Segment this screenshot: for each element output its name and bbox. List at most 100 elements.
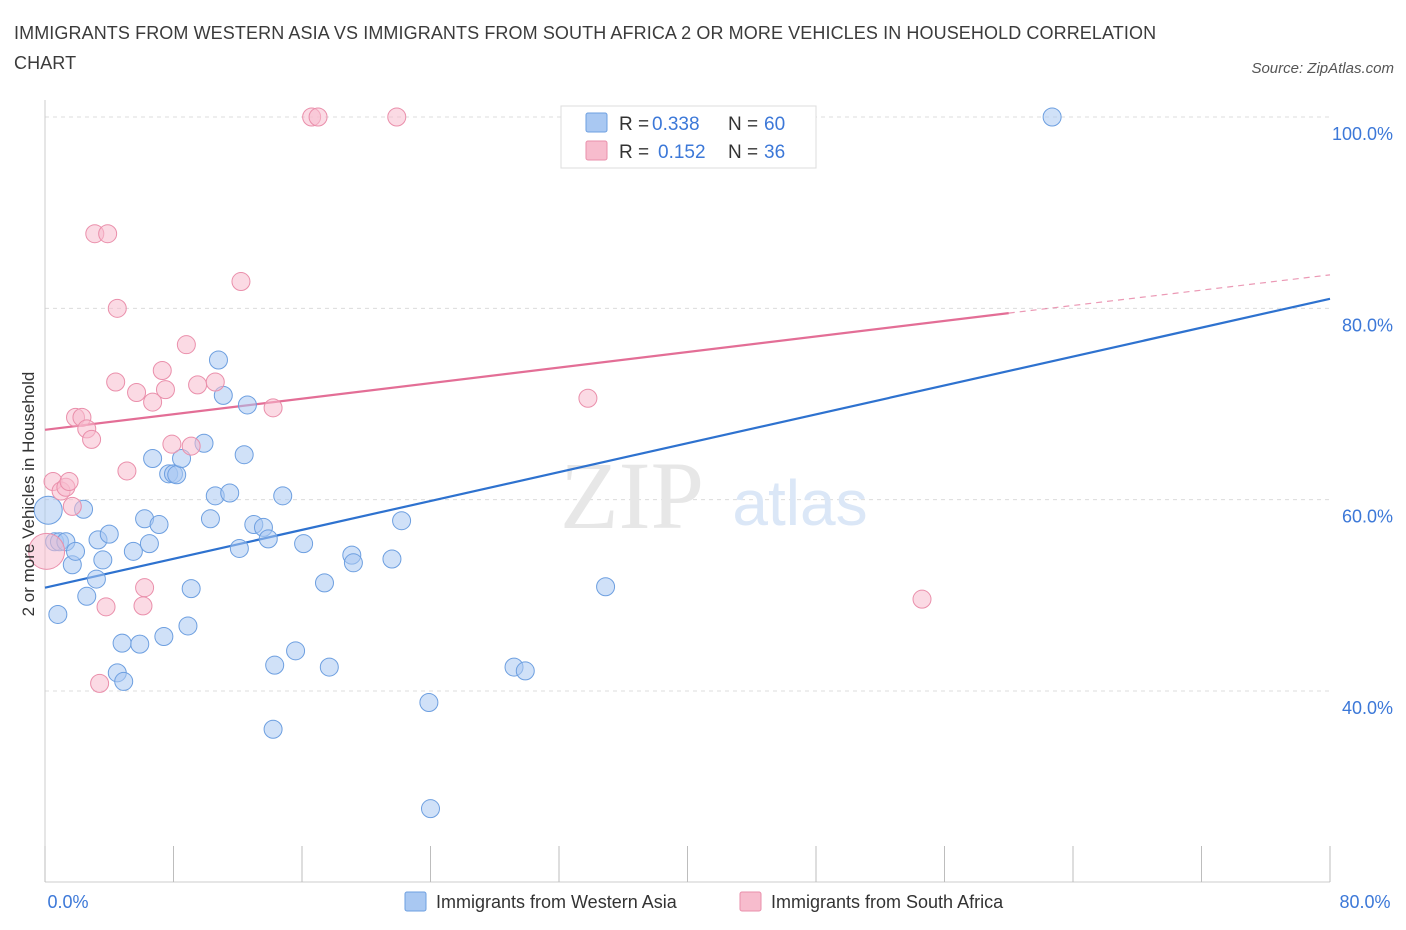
- point-western-asia: [112, 633, 132, 653]
- stats-legend: R = 0.338 N = 60 R = 0.152 N = 36: [560, 105, 817, 169]
- point-western-asia: [229, 538, 249, 558]
- point-western-asia: [181, 579, 201, 599]
- stats-r-label-pink: R =: [619, 142, 654, 163]
- point-western-asia: [596, 577, 616, 597]
- axes: [44, 100, 1331, 883]
- point-western-asia: [139, 534, 159, 554]
- point-south-africa: [263, 398, 283, 418]
- point-western-asia: [114, 671, 134, 691]
- point-western-asia: [265, 655, 285, 675]
- point-south-africa: [578, 388, 598, 408]
- point-south-africa: [98, 224, 118, 244]
- point-western-asia: [319, 657, 339, 677]
- point-western-asia: [208, 350, 228, 370]
- point-south-africa: [308, 107, 328, 127]
- stats-n-label-blue: N =: [728, 114, 763, 135]
- legend-label-western-asia: Immigrants from Western Asia: [436, 892, 678, 912]
- point-south-africa: [152, 361, 172, 381]
- point-south-africa: [59, 471, 79, 491]
- stats-n-value-pink: 36: [764, 142, 785, 163]
- data-points: [28, 107, 1062, 819]
- watermark-atlas: atlas: [732, 467, 867, 539]
- point-south-africa: [107, 298, 127, 318]
- point-western-asia: [263, 719, 283, 739]
- y-tick-label-60: 60.0%: [1342, 507, 1393, 527]
- point-western-asia: [286, 641, 306, 661]
- point-western-asia: [419, 692, 439, 712]
- point-south-africa: [231, 272, 251, 292]
- point-south-africa: [28, 532, 66, 570]
- y-tick-label-80: 80.0%: [1342, 315, 1393, 335]
- chart-title: IMMIGRANTS FROM WESTERN ASIA VS IMMIGRAN…: [14, 23, 1157, 73]
- point-western-asia: [294, 534, 314, 554]
- point-western-asia: [154, 626, 174, 646]
- point-south-africa: [162, 434, 182, 454]
- point-south-africa: [127, 383, 147, 403]
- y-tick-label-40: 40.0%: [1342, 698, 1393, 718]
- point-western-asia: [77, 586, 97, 606]
- point-south-africa: [96, 597, 116, 617]
- point-western-asia: [93, 550, 113, 570]
- point-western-asia: [66, 541, 86, 561]
- point-western-asia: [343, 553, 363, 573]
- series-legend: Immigrants from Western Asia Immigrants …: [404, 891, 1004, 912]
- y-tick-label-100: 100.0%: [1332, 124, 1393, 144]
- stats-n-label-pink: N =: [728, 142, 763, 163]
- point-south-africa: [205, 372, 225, 392]
- point-western-asia: [86, 569, 106, 589]
- point-south-africa: [155, 380, 175, 400]
- point-western-asia: [99, 524, 119, 544]
- point-south-africa: [188, 375, 208, 395]
- point-south-africa: [135, 578, 155, 598]
- point-western-asia: [143, 449, 163, 469]
- point-western-asia: [421, 799, 440, 819]
- point-western-asia: [48, 604, 68, 624]
- watermark: ZIP atlas: [560, 442, 868, 549]
- legend-swatch-western-asia: [404, 891, 427, 912]
- x-tick-label-min: 0.0%: [47, 892, 88, 912]
- point-western-asia: [220, 483, 240, 503]
- point-western-asia: [234, 445, 254, 465]
- watermark-zip: ZIP: [560, 442, 704, 549]
- grid-lines: 40.0% 60.0% 80.0% 100.0%: [45, 116, 1393, 718]
- point-western-asia: [123, 541, 143, 561]
- point-western-asia: [515, 661, 535, 681]
- trend-line-extension-south-africa: [1008, 274, 1331, 314]
- legend-label-south-africa: Immigrants from South Africa: [771, 892, 1004, 912]
- stats-r-label-blue: R =: [619, 114, 654, 135]
- point-western-asia: [273, 486, 293, 506]
- point-western-asia: [392, 511, 412, 531]
- point-south-africa: [106, 372, 126, 392]
- stats-legend-swatch-pink: [585, 140, 608, 161]
- stats-r-value-blue: 0.338: [652, 114, 700, 135]
- point-south-africa: [133, 596, 153, 616]
- point-south-africa: [62, 496, 82, 516]
- point-south-africa: [143, 392, 163, 412]
- point-western-asia: [33, 495, 63, 525]
- point-western-asia: [237, 395, 257, 415]
- point-south-africa: [181, 436, 201, 456]
- point-south-africa: [82, 429, 102, 449]
- point-western-asia: [1042, 107, 1062, 127]
- point-western-asia: [382, 549, 402, 569]
- stats-n-value-blue: 60: [764, 114, 785, 135]
- stats-legend-swatch-blue: [585, 112, 608, 133]
- point-south-africa: [387, 107, 407, 127]
- point-western-asia: [130, 634, 150, 654]
- point-western-asia: [258, 529, 278, 549]
- point-western-asia: [167, 465, 187, 485]
- point-western-asia: [314, 573, 334, 593]
- y-axis-label: 2 or more Vehicles in Household: [19, 372, 38, 617]
- point-south-africa: [117, 461, 137, 481]
- x-tick-label-max: 80.0%: [1339, 892, 1390, 912]
- point-western-asia: [178, 616, 198, 636]
- source-note: Source: ZipAtlas.com: [1251, 60, 1394, 77]
- point-south-africa: [912, 589, 932, 609]
- point-south-africa: [176, 335, 196, 355]
- legend-swatch-south-africa: [739, 891, 762, 912]
- point-western-asia: [200, 509, 220, 529]
- point-western-asia: [149, 515, 169, 535]
- point-south-africa: [90, 673, 110, 693]
- stats-r-value-pink: 0.152: [658, 142, 706, 163]
